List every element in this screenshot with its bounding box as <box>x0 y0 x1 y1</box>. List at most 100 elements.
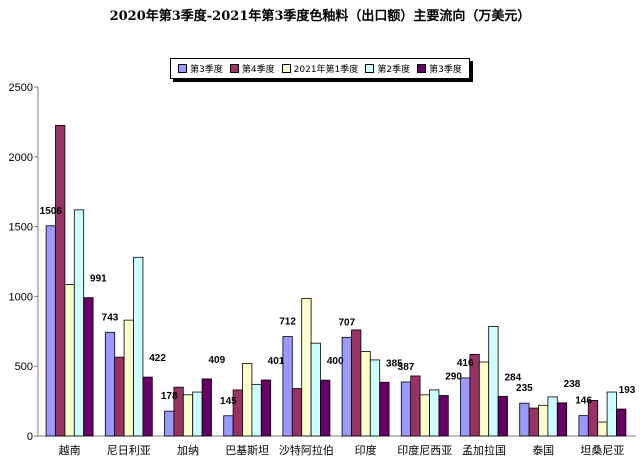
category-label: 沙特阿拉伯 <box>279 443 334 457</box>
bar <box>164 410 175 437</box>
bar <box>478 361 490 437</box>
bar <box>400 381 412 437</box>
data-label: 387 <box>398 362 415 373</box>
data-label: 400 <box>327 356 344 367</box>
bar <box>379 381 390 437</box>
bar <box>201 378 212 437</box>
data-label: 416 <box>457 358 474 369</box>
bar-series <box>73 209 617 437</box>
x-axis-categories: 越南 尼日利亚 加纳 巴基斯坦 沙特阿拉伯 印度 印度尼西亚 孟加拉国 泰国 坦桑尼亚 <box>59 443 625 457</box>
bar <box>369 359 381 437</box>
legend-swatch <box>417 64 427 73</box>
legend-entry: 第3季度 <box>178 62 223 75</box>
legend: 第3季度 第4季度 2021年第1季度 第2季度 第3季度 <box>170 58 470 79</box>
legend-label: 2021年第1季度 <box>293 65 359 75</box>
y-tick-label: 2000 <box>9 152 33 164</box>
bar <box>142 376 153 437</box>
data-label: 284 <box>504 372 521 383</box>
category-label: 泰国 <box>532 443 554 457</box>
bar <box>360 351 371 437</box>
bar <box>45 225 56 437</box>
category-label: 尼日利亚 <box>107 444 151 457</box>
bar <box>123 319 134 437</box>
bar <box>429 389 440 437</box>
bar <box>282 336 293 437</box>
bar-series <box>55 124 599 437</box>
data-label: 743 <box>102 312 119 323</box>
bar <box>104 331 116 437</box>
legend-swatch <box>229 64 239 73</box>
data-label: 290 <box>445 372 462 383</box>
bar <box>223 415 234 437</box>
bar-series <box>45 225 589 437</box>
y-tick-label: 500 <box>15 361 33 373</box>
legend-entry: 2021年第1季度 <box>281 62 359 75</box>
bar <box>341 336 352 437</box>
data-label: 193 <box>619 385 636 396</box>
bar <box>291 388 303 437</box>
y-tick-label: 0 <box>27 431 33 443</box>
data-label: 145 <box>220 396 237 407</box>
bar <box>242 363 253 437</box>
data-label: 401 <box>268 356 285 367</box>
category-label: 巴基斯坦 <box>225 443 269 457</box>
data-label: 1506 <box>40 206 63 217</box>
category-label: 越南 <box>59 443 81 457</box>
category-label: 印度尼西亚 <box>397 443 452 457</box>
bar <box>419 394 430 437</box>
bar <box>301 298 312 437</box>
bar <box>260 379 272 437</box>
bar <box>251 383 262 437</box>
legend-swatch <box>365 64 375 73</box>
bar <box>538 404 549 437</box>
data-labels: 1506 743 178 145 712 707 387 416 235 146 991 422 409… <box>40 206 636 407</box>
bar <box>597 421 608 437</box>
bar <box>616 408 627 437</box>
y-tick-label: 1000 <box>9 291 33 303</box>
bar <box>64 284 75 437</box>
bar <box>587 399 599 437</box>
bar <box>488 326 499 437</box>
bar <box>133 256 144 437</box>
legend-swatch <box>178 64 188 73</box>
bar-series <box>83 297 627 437</box>
bar <box>310 342 321 437</box>
bar <box>114 356 125 437</box>
legend-label: 第2季度 <box>377 65 411 75</box>
bar <box>460 377 471 437</box>
chart-title: 2020年第3季度-2021年第3季度色釉料（出口额）主要流向（万美元） <box>109 9 531 24</box>
bar <box>519 402 530 437</box>
data-label: 991 <box>90 274 107 285</box>
category-label: 孟加拉国 <box>462 443 506 457</box>
category-label: 加纳 <box>177 444 199 457</box>
data-label: 238 <box>564 379 581 390</box>
bar <box>73 209 85 437</box>
category-label: 印度 <box>355 443 377 457</box>
data-label: 707 <box>338 317 355 328</box>
bar <box>410 375 421 437</box>
bars <box>45 124 627 437</box>
bar <box>320 379 331 437</box>
legend-label: 第4季度 <box>241 65 275 75</box>
bar <box>497 395 508 437</box>
data-label: 235 <box>516 383 533 394</box>
bar <box>182 394 194 437</box>
bar <box>547 396 558 437</box>
bar-series <box>64 284 608 437</box>
legend-entry: 第3季度 <box>417 62 462 75</box>
bar <box>351 329 362 437</box>
bar <box>83 297 94 437</box>
bar <box>606 391 617 437</box>
legend-swatch <box>281 64 291 73</box>
bar <box>438 395 449 437</box>
bar <box>55 124 66 437</box>
legend-entry: 第4季度 <box>229 62 275 75</box>
legend-entry: 第2季度 <box>365 62 410 75</box>
category-label: 坦桑尼亚 <box>580 443 624 457</box>
bar <box>528 407 539 437</box>
data-label: 712 <box>279 317 296 328</box>
bar <box>192 391 203 437</box>
data-label: 178 <box>161 391 178 402</box>
legend-label: 第3季度 <box>190 65 223 75</box>
